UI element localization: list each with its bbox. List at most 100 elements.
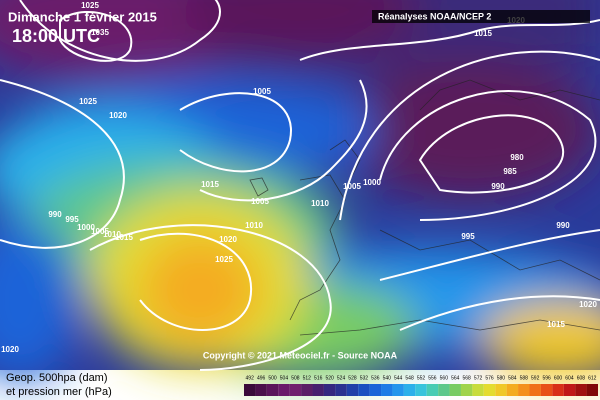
isobar-label: 1025 — [79, 97, 97, 106]
scale-label: 608 — [577, 375, 586, 381]
isobar-label: 1035 — [91, 28, 109, 37]
isobar-label: 990 — [556, 221, 570, 230]
scale-label: 524 — [337, 375, 346, 381]
color-scale: 492 496 500 504 508 512 516 520 524 528 532 536 540 5… — [244, 375, 598, 396]
scale-swatch — [346, 384, 359, 396]
scale-label: 552 — [417, 375, 426, 381]
scale-swatch — [266, 384, 279, 396]
isobar-label: 1005 — [91, 227, 109, 236]
scale-label: 612 — [588, 375, 597, 381]
scale-label: 576 — [485, 375, 494, 381]
isobar-label: 995 — [461, 232, 475, 241]
scale-label: 604 — [565, 375, 574, 381]
isobar-label: 990 — [48, 210, 62, 219]
copyright: Copyright © 2021 Meteociel.fr - Source N… — [203, 350, 398, 360]
scale-label: 516 — [314, 375, 323, 381]
scale-label: 572 — [474, 375, 483, 381]
isobar-labels: 1025103510251020100510151020101510051010… — [1, 1, 597, 354]
isobar-label: 1020 — [1, 345, 19, 354]
isobar-label: 1025 — [215, 255, 233, 264]
isobar-label: 1015 — [474, 29, 492, 38]
scale-label: 560 — [440, 375, 449, 381]
scale-swatch — [323, 384, 336, 396]
scale-label: 496 — [257, 375, 266, 381]
scale-swatch — [540, 384, 553, 396]
scale-swatch — [255, 384, 267, 396]
scale-label: 500 — [268, 375, 277, 381]
scale-swatch — [415, 384, 427, 396]
isobar-label: 1015 — [547, 320, 565, 329]
scale-swatch — [381, 384, 393, 396]
scale-swatch — [563, 384, 576, 396]
scale-swatch — [403, 384, 416, 396]
scale-swatch — [278, 384, 290, 396]
scale-swatch — [438, 384, 450, 396]
scale-swatch — [506, 384, 519, 396]
scale-swatch — [586, 384, 598, 396]
scale-swatch — [483, 384, 496, 396]
isobar-label: 1005 — [251, 197, 269, 206]
scale-label: 528 — [348, 375, 357, 381]
isobar-label: 1010 — [311, 199, 329, 208]
scale-label: 520 — [325, 375, 334, 381]
scale-label: 532 — [360, 375, 369, 381]
isobar-label: 1020 — [579, 300, 597, 309]
scale-swatch — [244, 384, 256, 396]
isobar-label: 1020 — [109, 111, 127, 120]
scale-swatch — [575, 384, 587, 396]
scale-swatch — [449, 384, 461, 396]
isobar-label: 980 — [510, 153, 524, 162]
scale-swatch — [552, 384, 564, 396]
isobar-label: 985 — [503, 167, 517, 176]
isolines — [0, 0, 600, 331]
scale-label: 492 — [246, 375, 255, 381]
scale-label: 544 — [394, 375, 403, 381]
scale-swatch — [301, 384, 313, 396]
isobar-label: 1000 — [77, 223, 95, 232]
scale-label: 536 — [371, 375, 380, 381]
isobar-label: 1000 — [363, 178, 381, 187]
source-box — [372, 10, 590, 23]
scale-swatch — [358, 384, 370, 396]
scale-label: 540 — [383, 375, 392, 381]
scale-label: 564 — [451, 375, 460, 381]
scale-swatch — [369, 384, 382, 396]
scale-swatch — [312, 384, 324, 396]
scale-swatch — [518, 384, 530, 396]
date: Dimanche 1 février 2015 — [8, 9, 157, 24]
scale-label: 504 — [280, 375, 289, 381]
isobar-label: 1005 — [343, 182, 361, 191]
coastlines — [249, 79, 600, 336]
legend-line1: Geop. 500hpa (dam) — [6, 372, 108, 384]
scale-swatch — [426, 384, 439, 396]
scale-swatch — [392, 384, 404, 396]
scale-swatch — [335, 384, 347, 396]
isobar-label: 990 — [491, 182, 505, 191]
scale-label: 548 — [405, 375, 414, 381]
isobar-label: 1025 — [81, 1, 99, 10]
scale-label: 600 — [554, 375, 563, 381]
isobar-label: 1005 — [253, 87, 271, 96]
scale-label: 556 — [428, 375, 437, 381]
scale-label: 596 — [542, 375, 551, 381]
isobar-label: 1015 — [115, 233, 133, 242]
scale-label: 512 — [303, 375, 312, 381]
scale-swatch — [472, 384, 484, 396]
source: Réanalyses NOAA/NCEP 2 — [378, 11, 491, 21]
scale-label: 588 — [520, 375, 529, 381]
scale-label: 508 — [291, 375, 300, 381]
isobar-label: 1010 — [103, 230, 121, 239]
scale-swatch — [289, 384, 302, 396]
scale-label: 584 — [508, 375, 517, 381]
scale-swatch — [529, 384, 541, 396]
scale-label: 580 — [497, 375, 506, 381]
isobar-label: 995 — [65, 215, 79, 224]
isobar-label: 1015 — [201, 180, 219, 189]
scale-swatch — [495, 384, 507, 396]
isobar-label: 1020 — [219, 235, 237, 244]
isobar-label: 1010 — [245, 221, 263, 230]
scale-swatch — [460, 384, 473, 396]
scale-label: 592 — [531, 375, 540, 381]
legend-line2: et pression mer (hPa) — [6, 386, 112, 398]
